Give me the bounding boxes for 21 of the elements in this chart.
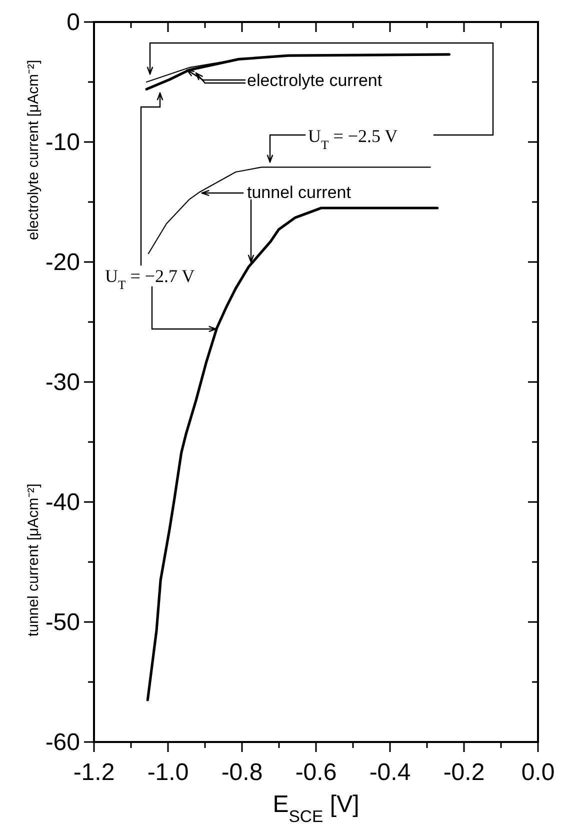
x-tick-label: 0.0	[521, 759, 555, 786]
y-tick-label: -30	[45, 369, 80, 396]
x-axis-title: E$_{SCE}$ [V]	[272, 791, 360, 826]
x-tick-label: -0.2	[443, 759, 485, 786]
y-tick-label: -60	[45, 729, 80, 756]
annotation: electrolyte current	[247, 71, 382, 90]
y-tick-label: 0	[66, 9, 80, 36]
x-tick-label: -0.8	[221, 759, 263, 786]
annotation: U$_{T}$ = −2.7 V	[105, 266, 195, 292]
x-tick-label: -1.0	[147, 759, 189, 786]
y-tick-label: -50	[45, 609, 80, 636]
annotation: U$_{T}$ = −2.5 V	[308, 126, 398, 152]
x-tick-label: -1.2	[73, 759, 115, 786]
x-tick-label: -0.4	[369, 759, 411, 786]
y-tick-label: -10	[45, 129, 80, 156]
x-tick-label: -0.6	[295, 759, 337, 786]
text: tunnel current [μAcm⁻²]	[25, 484, 42, 636]
y-tick-label: -40	[45, 489, 80, 516]
y-axis-title: electrolyte current [μAcm⁻²]	[25, 60, 42, 240]
y-tick-label: -20	[45, 249, 80, 276]
annotation: tunnel current	[247, 183, 352, 202]
